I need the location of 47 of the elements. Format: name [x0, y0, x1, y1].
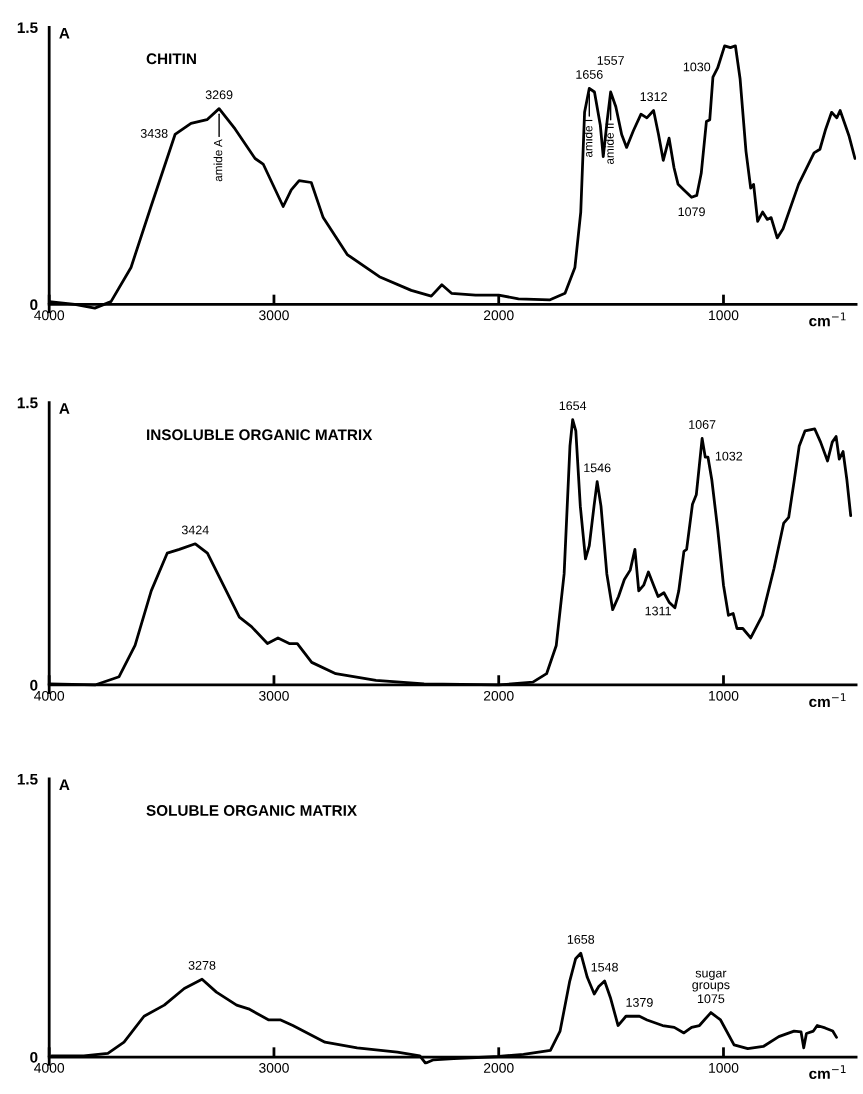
- annotation: 3438: [140, 128, 168, 138]
- annotation: 1067: [689, 420, 716, 429]
- x-tick-label: 1000: [709, 690, 739, 701]
- x-axis-title: cm$^{−1}$: [809, 693, 846, 708]
- y-tick-label: 1.5: [17, 397, 38, 409]
- text: CHITIN: [146, 53, 196, 65]
- annotation: sugar groups: [692, 970, 730, 992]
- y-tick-label: 0: [30, 1051, 38, 1063]
- y-axis-title: A: [59, 779, 70, 790]
- annotation: 1311: [645, 606, 671, 616]
- x-tick-label: 3000: [259, 310, 289, 321]
- annotation: 1075: [697, 994, 725, 1004]
- annotation: 3424: [181, 525, 209, 535]
- annotation: 3278: [188, 960, 216, 970]
- y-tick-label: 0: [30, 679, 38, 691]
- annotation: 1654: [559, 401, 587, 411]
- annotation: 1030: [683, 62, 711, 72]
- x-tick-label: 2000: [483, 690, 514, 701]
- annotation: 1548: [591, 962, 618, 972]
- x-axis-title: cm$^{−1}$: [809, 1065, 846, 1080]
- annotation: 1312: [640, 92, 667, 102]
- text: INSOLUBLE ORGANIC MATRIX: [147, 429, 373, 441]
- text: SOLUBLE ORGANIC MATRIX: [146, 805, 357, 816]
- annotation: 1546: [584, 463, 611, 473]
- annotation: amide A: [213, 139, 223, 182]
- annotation: 1658: [567, 934, 595, 944]
- annotation: 1032: [715, 451, 743, 461]
- y-axis-title: A: [59, 403, 70, 414]
- y-tick-label: 1.5: [17, 773, 38, 785]
- x-axis-title: cm$^{−1}$: [809, 312, 846, 327]
- y-axis-title: A: [59, 27, 70, 39]
- annotation: 1379: [626, 997, 653, 1007]
- x-tick-label: 1000: [709, 310, 739, 321]
- y-tick-label: 0: [30, 299, 38, 311]
- x-tick-label: 4000: [34, 1062, 65, 1073]
- x-tick-label: 2000: [483, 310, 514, 321]
- annotation: 1557: [597, 56, 624, 65]
- annotation: 1079: [678, 207, 705, 217]
- annotation: 1656: [576, 70, 603, 79]
- x-tick-label: 1000: [709, 1062, 739, 1073]
- x-tick-label: 2000: [483, 1062, 514, 1073]
- x-tick-label: 4000: [34, 310, 65, 321]
- x-tick-label: 3000: [259, 690, 289, 701]
- y-tick-label: 1.5: [17, 22, 38, 34]
- x-tick-label: 4000: [34, 690, 65, 701]
- x-tick-label: 3000: [259, 1062, 289, 1073]
- annotation: 3269: [205, 90, 233, 100]
